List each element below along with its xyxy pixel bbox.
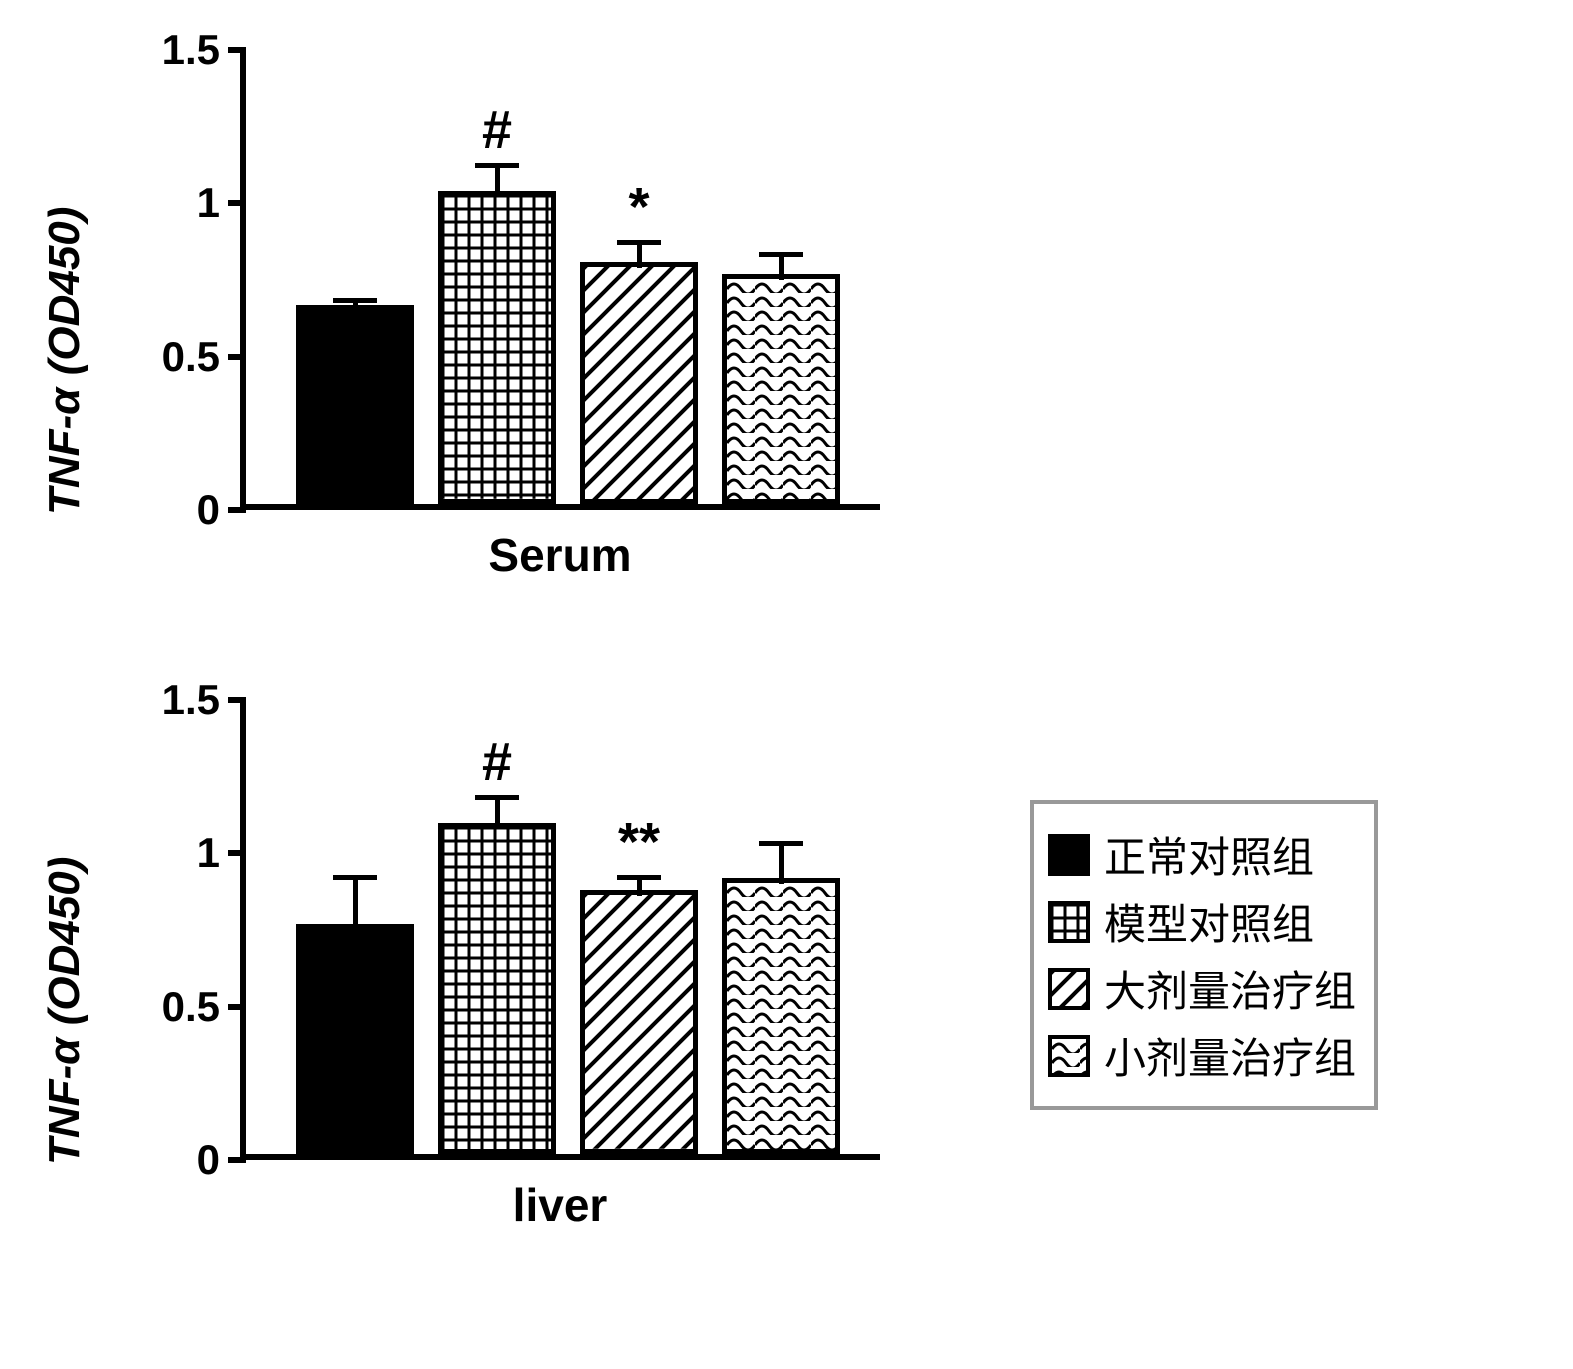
y-tick bbox=[228, 1004, 246, 1010]
plot-area: 00.511.5#* bbox=[240, 50, 880, 510]
error-bar-cap bbox=[617, 240, 661, 245]
y-tick-label: 0 bbox=[197, 1136, 220, 1184]
legend-label: 小剂量治疗组 bbox=[1104, 1025, 1356, 1086]
error-bar-cap bbox=[759, 841, 803, 846]
y-tick bbox=[228, 850, 246, 856]
bar bbox=[722, 274, 840, 504]
plot-area: 00.511.5#** bbox=[240, 700, 880, 1160]
y-axis-label: TNF-α (OD450) bbox=[40, 55, 90, 515]
bar bbox=[438, 191, 556, 504]
legend-swatch bbox=[1048, 1035, 1090, 1077]
error-bar-stem bbox=[779, 841, 784, 884]
bar bbox=[296, 924, 414, 1154]
x-axis-label: liver bbox=[240, 1178, 880, 1232]
legend-item: 模型对照组 bbox=[1048, 891, 1356, 952]
chart-panel-liver: TNF-α (OD450)00.511.5#**liver bbox=[20, 700, 960, 1280]
legend-item: 正常对照组 bbox=[1048, 824, 1356, 885]
y-tick-label: 0.5 bbox=[162, 333, 220, 381]
legend-item: 大剂量治疗组 bbox=[1048, 958, 1356, 1019]
bar bbox=[296, 305, 414, 504]
x-axis-label: Serum bbox=[240, 528, 880, 582]
legend-swatch bbox=[1048, 834, 1090, 876]
error-bar-stem bbox=[495, 795, 500, 829]
legend-swatch bbox=[1048, 901, 1090, 943]
error-bar-stem bbox=[353, 875, 358, 930]
error-bar-cap bbox=[333, 298, 377, 303]
significance-marker: # bbox=[482, 731, 512, 793]
y-tick bbox=[228, 697, 246, 703]
y-tick bbox=[228, 354, 246, 360]
error-bar-cap bbox=[475, 795, 519, 800]
legend-item: 小剂量治疗组 bbox=[1048, 1025, 1356, 1086]
legend-swatch bbox=[1048, 968, 1090, 1010]
significance-marker: ** bbox=[618, 811, 660, 873]
y-tick bbox=[228, 507, 246, 513]
y-tick bbox=[228, 1157, 246, 1163]
legend-label: 正常对照组 bbox=[1104, 824, 1314, 885]
bar bbox=[580, 262, 698, 504]
error-bar-stem bbox=[495, 163, 500, 197]
y-tick-label: 1.5 bbox=[162, 26, 220, 74]
error-bar-cap bbox=[759, 252, 803, 257]
y-tick-label: 0 bbox=[197, 486, 220, 534]
chart-panel-serum: TNF-α (OD450)00.511.5#*Serum bbox=[20, 50, 960, 630]
y-tick bbox=[228, 47, 246, 53]
legend-label: 大剂量治疗组 bbox=[1104, 958, 1356, 1019]
y-axis-label: TNF-α (OD450) bbox=[40, 705, 90, 1165]
significance-marker: # bbox=[482, 99, 512, 161]
significance-marker: * bbox=[628, 176, 649, 238]
bar bbox=[438, 823, 556, 1154]
legend: 正常对照组模型对照组大剂量治疗组小剂量治疗组 bbox=[1030, 800, 1378, 1110]
y-tick-label: 1 bbox=[197, 829, 220, 877]
bar bbox=[722, 878, 840, 1154]
legend-label: 模型对照组 bbox=[1104, 891, 1314, 952]
y-tick bbox=[228, 200, 246, 206]
error-bar-cap bbox=[333, 875, 377, 880]
error-bar-cap bbox=[617, 875, 661, 880]
y-tick-label: 1.5 bbox=[162, 676, 220, 724]
error-bar-cap bbox=[475, 163, 519, 168]
bar bbox=[580, 890, 698, 1154]
y-tick-label: 1 bbox=[197, 179, 220, 227]
y-tick-label: 0.5 bbox=[162, 983, 220, 1031]
